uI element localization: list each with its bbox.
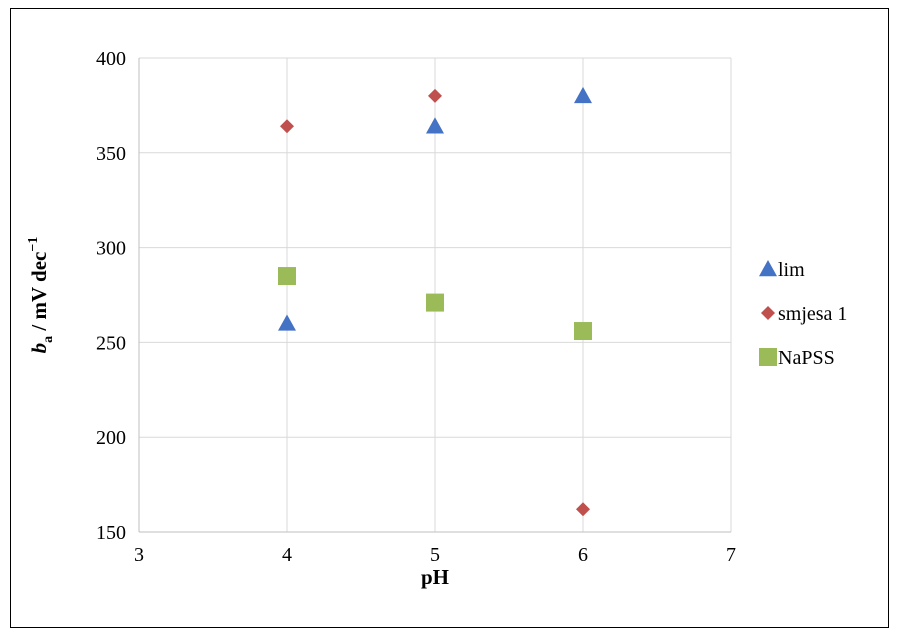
data-point-diamond [576, 502, 590, 517]
y-axis-title-subscript: a [41, 336, 56, 343]
data-point-triangle [278, 314, 296, 331]
x-tick-label: 4 [282, 544, 292, 566]
x-tick-label: 7 [726, 544, 736, 566]
x-tick-labels: 3 4 5 6 7 [134, 544, 736, 566]
y-axis-title: ba / mV dec−1 [26, 237, 56, 354]
y-tick-label: 250 [96, 332, 126, 354]
data-point-diamond [280, 119, 294, 134]
legend-marker-square [759, 348, 777, 366]
gridlines [139, 57, 732, 532]
legend-marker-diamond [761, 306, 775, 320]
legend-label: lim [778, 259, 805, 281]
y-axis-title-symbol: b [27, 343, 51, 354]
data-point-square [426, 293, 444, 312]
data-point-square [574, 322, 592, 341]
y-tick-label: 350 [96, 143, 126, 165]
x-tick-label: 5 [430, 544, 440, 566]
x-tick-label: 3 [134, 544, 144, 566]
legend: lim smjesa 1 NaPSS [759, 259, 847, 369]
legend-label: smjesa 1 [778, 303, 847, 325]
data-point-square [278, 267, 296, 286]
y-tick-label: 300 [96, 238, 126, 260]
legend-marker-triangle [759, 260, 777, 277]
axes [138, 58, 731, 533]
legend-label: NaPSS [778, 347, 835, 369]
y-tick-label: 150 [96, 522, 126, 544]
data-point-triangle [574, 86, 592, 104]
data-point-diamond [428, 88, 442, 103]
x-tick-label: 6 [578, 544, 588, 566]
data-point-triangle [426, 117, 444, 134]
data-points [278, 86, 592, 517]
x-axis-title: pH [421, 565, 449, 589]
y-tick-label: 200 [96, 427, 126, 449]
y-axis-title-unit: / mV dec [27, 252, 51, 336]
y-tick-labels: 150 200 250 300 350 400 [96, 48, 126, 544]
y-axis-title-superscript: −1 [26, 237, 41, 252]
y-tick-label: 400 [96, 48, 126, 70]
